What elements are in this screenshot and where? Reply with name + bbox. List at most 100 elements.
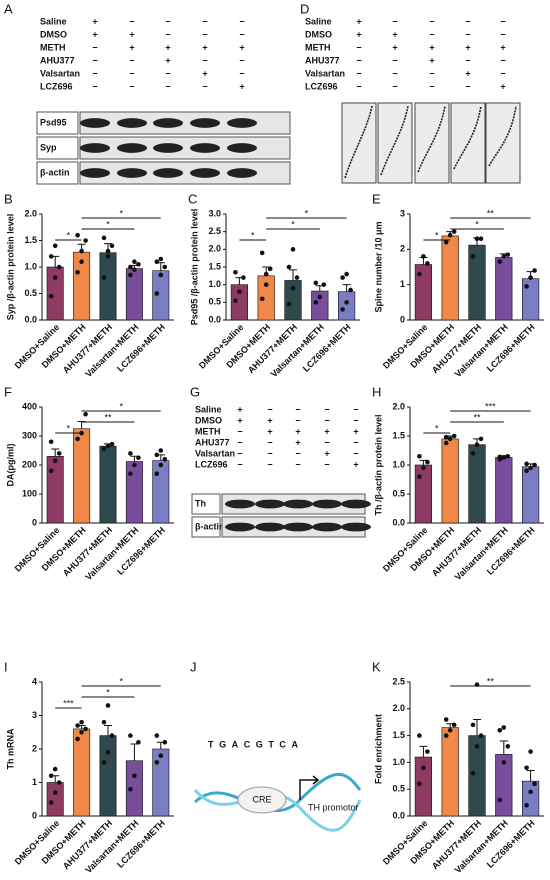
significance-label: * [475, 219, 479, 229]
bar [468, 444, 486, 524]
bar [46, 266, 64, 321]
treatment-sign: + [202, 42, 207, 52]
treatment-name: Valsartan [305, 68, 345, 78]
treatment-sign: − [295, 459, 300, 469]
data-point [470, 254, 476, 259]
data-point [105, 703, 111, 708]
bar [99, 735, 117, 817]
data-point [417, 271, 422, 277]
blot-band [80, 143, 110, 153]
data-point [259, 250, 265, 256]
data-point [109, 441, 115, 447]
data-point [497, 797, 503, 803]
treatment-sign: + [353, 459, 358, 469]
treatment-name: METH [305, 42, 331, 52]
y-tick-label: 3 [32, 710, 37, 720]
significance-label: * [251, 230, 255, 240]
data-point [154, 291, 160, 296]
data-point [162, 456, 168, 462]
treatment-sign: − [295, 404, 300, 414]
treatment-sign: − [92, 55, 97, 65]
treatment-sign: − [392, 16, 397, 26]
significance-label: ** [104, 412, 112, 422]
treatment-sign: + [356, 16, 361, 26]
y-tick-label: 300 [22, 430, 37, 440]
data-point [56, 264, 62, 270]
data-point [162, 264, 168, 270]
data-point [524, 802, 529, 808]
data-point [56, 451, 62, 456]
bar [46, 455, 64, 524]
treatment-sign: + [267, 426, 272, 436]
treatment-name: Saline [195, 404, 222, 414]
treatment-sign: − [465, 81, 470, 91]
blot-strip [79, 136, 291, 160]
y-tick-label: 400 [22, 401, 37, 411]
y-tick-label: 0.0 [392, 517, 405, 527]
significance-label: ** [487, 676, 495, 686]
data-point [128, 786, 133, 792]
data-point [132, 462, 137, 468]
treatment-name: DMSO [40, 29, 67, 39]
blot-band [80, 118, 110, 128]
blot-band [341, 522, 371, 532]
data-point [263, 271, 269, 277]
treatment-sign: + [92, 29, 97, 39]
dendrite [488, 105, 517, 167]
y-axis-label: DA(pg/ml) [5, 444, 15, 487]
blot-band [227, 168, 257, 178]
data-point [105, 443, 111, 449]
data-point [470, 451, 476, 456]
blot-band [190, 143, 220, 153]
data-point [443, 440, 449, 446]
treatment-sign: − [295, 415, 300, 425]
treatment-sign: − [429, 29, 434, 39]
treatment-sign: − [500, 29, 505, 39]
significance-label: * [106, 219, 110, 229]
data-point [52, 766, 58, 772]
data-point [317, 294, 323, 300]
y-tick-label: 1.5 [392, 430, 405, 440]
band-label: β-actin [40, 167, 70, 177]
data-point [474, 744, 480, 749]
dendrite [380, 105, 409, 176]
data-point [79, 248, 84, 254]
treatment-name: LCZ696 [40, 81, 73, 91]
data-point [421, 465, 426, 471]
data-point [532, 781, 537, 787]
x-tick-label: LCZ696+METH [301, 322, 353, 374]
bar [495, 457, 513, 524]
bar [73, 428, 91, 524]
y-tick-label: 1.0 [392, 459, 405, 469]
data-point [158, 753, 164, 758]
treatment-sign: − [356, 81, 361, 91]
data-point [528, 275, 533, 280]
data-point [128, 733, 133, 738]
blot-strip [79, 161, 291, 185]
data-point [443, 717, 449, 722]
y-axis-label: Fold enrichment [373, 714, 383, 784]
data-point [470, 770, 476, 776]
treatment-sign: − [237, 426, 242, 436]
treatment-name: Valsartan [195, 448, 235, 458]
treatment-sign: − [165, 16, 170, 26]
y-tick-label: 2.0 [24, 208, 37, 218]
bar [521, 466, 540, 524]
significance-label: * [119, 676, 123, 686]
blot-band [153, 143, 183, 153]
treatment-sign: − [129, 81, 134, 91]
significance-label: * [119, 401, 123, 411]
y-tick-label: 2.5 [208, 226, 221, 236]
treatment-sign: − [267, 448, 272, 458]
error-bar [473, 719, 481, 736]
data-point [79, 729, 84, 735]
data-point [158, 448, 164, 453]
treatment-sign: − [237, 448, 242, 458]
data-point [101, 760, 107, 765]
data-point [505, 744, 511, 749]
x-tick-label: DMSO+Saline [381, 322, 430, 371]
y-tick-label: 1.5 [208, 261, 221, 271]
bar [99, 252, 117, 321]
error-bar [104, 725, 112, 736]
